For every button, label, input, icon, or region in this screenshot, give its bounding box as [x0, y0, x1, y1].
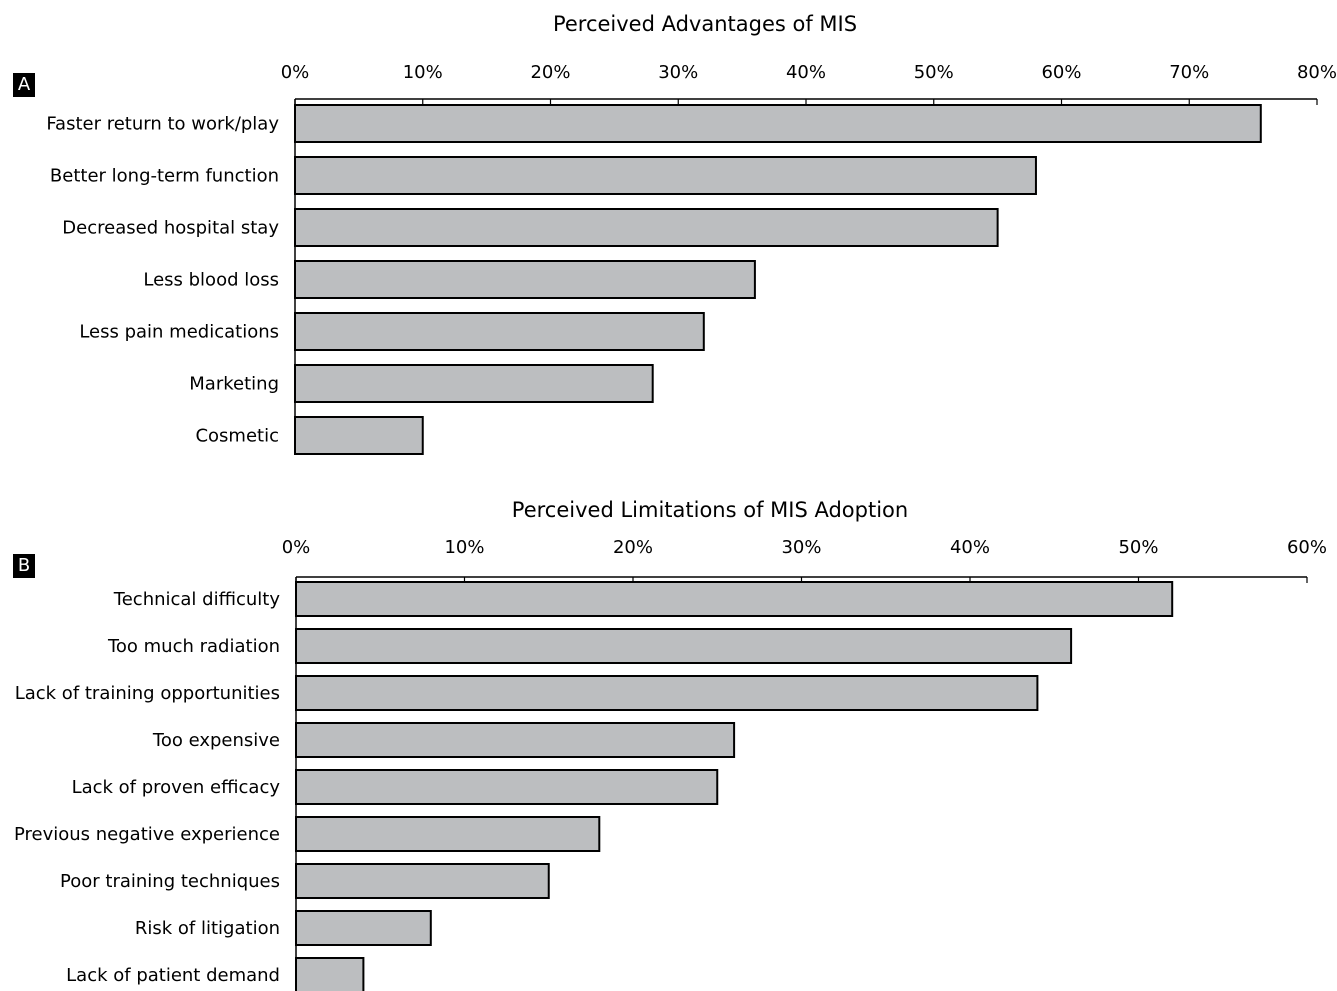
- bar-b: [295, 957, 365, 991]
- bar-a: [294, 208, 999, 247]
- chart-title-a: Perceived Advantages of MIS: [553, 12, 857, 36]
- x-tick-label-b: 60%: [1287, 537, 1327, 558]
- x-tick-label-a: 80%: [1297, 62, 1337, 83]
- x-tick-label-b: 30%: [781, 537, 821, 558]
- category-label-b: Technical difficulty: [113, 589, 281, 610]
- category-label-a: Less pain medications: [79, 322, 279, 343]
- bar-b: [295, 910, 432, 946]
- panel-b-label: B: [13, 554, 35, 578]
- chart-panel-a: Perceived Advantages of MIS 0% 10% 20% 30% 4…: [46, 12, 1337, 455]
- category-label-a: Decreased hospital stay: [62, 218, 279, 239]
- bar-b: [295, 581, 1174, 617]
- category-label-b: Too expensive: [152, 730, 280, 751]
- bar-b: [295, 722, 736, 758]
- category-label-b: Lack of patient demand: [66, 965, 280, 986]
- bar-a: [294, 416, 424, 455]
- category-label-a: Better long-term function: [50, 166, 279, 187]
- bar-b: [295, 769, 719, 805]
- bar-a: [294, 260, 756, 299]
- category-label-b: Lack of proven efficacy: [72, 777, 281, 798]
- x-tick-label-a: 0%: [281, 62, 310, 83]
- x-tick-label-b: 40%: [950, 537, 990, 558]
- bar-b: [295, 628, 1073, 664]
- bar-a: [294, 312, 705, 351]
- category-label-b: Lack of training opportunities: [15, 683, 280, 704]
- category-label-b: Too much radiation: [107, 636, 280, 657]
- bar-a: [294, 104, 1262, 143]
- x-tick-label-a: 20%: [530, 62, 570, 83]
- category-label-b: Previous negative experience: [14, 824, 280, 845]
- category-label-b: Risk of litigation: [135, 918, 280, 939]
- bar-b: [295, 863, 550, 899]
- chart-title-b: Perceived Limitations of MIS Adoption: [512, 498, 908, 522]
- x-tick-label-b: 0%: [282, 537, 311, 558]
- bar-b: [295, 675, 1039, 711]
- chart-panel-b: Perceived Limitations of MIS Adoption 0%…: [14, 498, 1327, 991]
- x-tick-label-a: 40%: [786, 62, 826, 83]
- x-tick-label-a: 30%: [658, 62, 698, 83]
- panel-a-label: A: [13, 73, 35, 97]
- x-tick-label-a: 50%: [914, 62, 954, 83]
- category-label-b: Poor training techniques: [60, 871, 280, 892]
- category-label-a: Marketing: [189, 374, 279, 395]
- x-tick-label-a: 70%: [1169, 62, 1209, 83]
- bar-b: [295, 816, 601, 852]
- x-tick-label-b: 10%: [444, 537, 484, 558]
- category-label-a: Less blood loss: [143, 270, 279, 291]
- bar-a: [294, 364, 654, 403]
- category-label-a: Cosmetic: [195, 426, 279, 447]
- bar-a: [294, 156, 1037, 195]
- x-tick-label-b: 50%: [1118, 537, 1158, 558]
- x-tick-label-a: 10%: [403, 62, 443, 83]
- x-tick-label-b: 20%: [613, 537, 653, 558]
- category-label-a: Faster return to work/play: [46, 114, 279, 135]
- x-tick-label-a: 60%: [1041, 62, 1081, 83]
